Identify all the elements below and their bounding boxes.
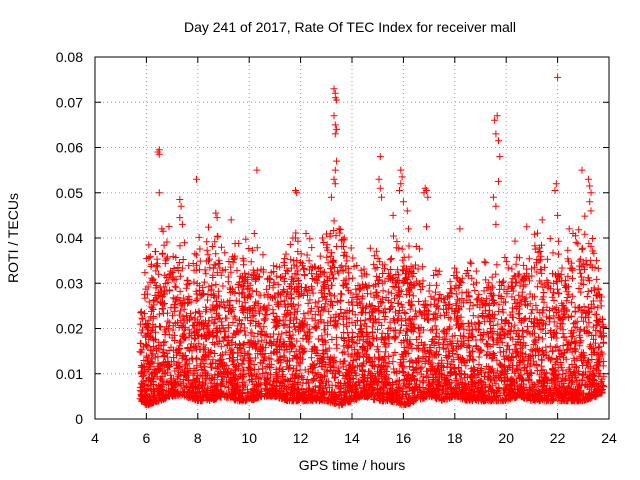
- x-tick-label: 8: [194, 430, 202, 446]
- y-tick-label: 0.05: [56, 185, 83, 201]
- y-tick-labels: 0 0.01 0.02 0.03 0.04 0.05 0.06 0.07 0.08: [56, 49, 83, 427]
- x-tick-label: 10: [241, 430, 257, 446]
- y-tick-label: 0.06: [56, 140, 83, 156]
- x-tick-label: 20: [498, 430, 514, 446]
- y-tick-label: 0.07: [56, 94, 83, 110]
- x-tick-label: 22: [550, 430, 566, 446]
- chart-title: Day 241 of 2017, Rate Of TEC Index for r…: [184, 19, 516, 35]
- axis-ticks: [94, 56, 610, 420]
- x-tick-labels: 4 6 8 10 12 14 16 18 20 22 24: [91, 430, 617, 446]
- data-points: [136, 73, 608, 409]
- x-tick-label: 16: [396, 430, 412, 446]
- y-tick-label: 0.03: [56, 275, 83, 291]
- y-tick-label: 0.01: [56, 366, 83, 382]
- y-tick-label: 0.08: [56, 49, 83, 65]
- x-tick-label: 12: [293, 430, 309, 446]
- x-tick-label: 6: [143, 430, 151, 446]
- y-tick-label: 0: [75, 411, 83, 427]
- x-tick-label: 18: [447, 430, 463, 446]
- x-tick-label: 24: [601, 430, 617, 446]
- y-axis-label: ROTI / TECUs: [5, 193, 21, 283]
- x-tick-label: 4: [91, 430, 99, 446]
- x-axis-label: GPS time / hours: [299, 457, 406, 473]
- y-tick-label: 0.04: [56, 230, 83, 246]
- x-tick-label: 14: [344, 430, 360, 446]
- roti-marks: [136, 73, 608, 409]
- y-tick-label: 0.02: [56, 321, 83, 337]
